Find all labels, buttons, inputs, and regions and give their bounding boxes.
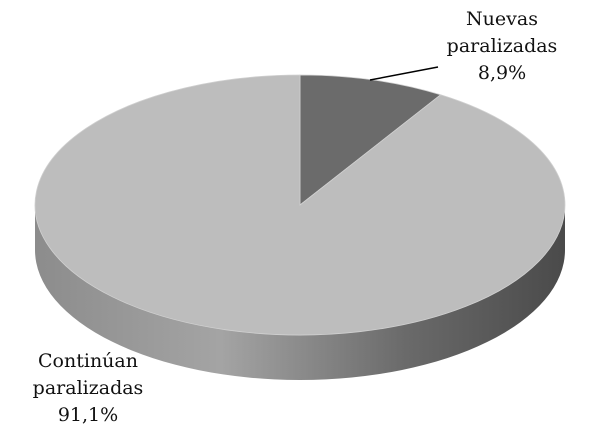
- pie-slice: [34, 74, 566, 336]
- slice-label: Nuevas paralizadas: [447, 8, 558, 57]
- slice-value-label: 91,1%: [58, 404, 118, 426]
- pie-side: [35, 205, 565, 380]
- leader-line: [369, 66, 439, 81]
- slice-value-label: 8,9%: [478, 62, 526, 84]
- slice-label: Continúan paralizadas: [33, 350, 144, 399]
